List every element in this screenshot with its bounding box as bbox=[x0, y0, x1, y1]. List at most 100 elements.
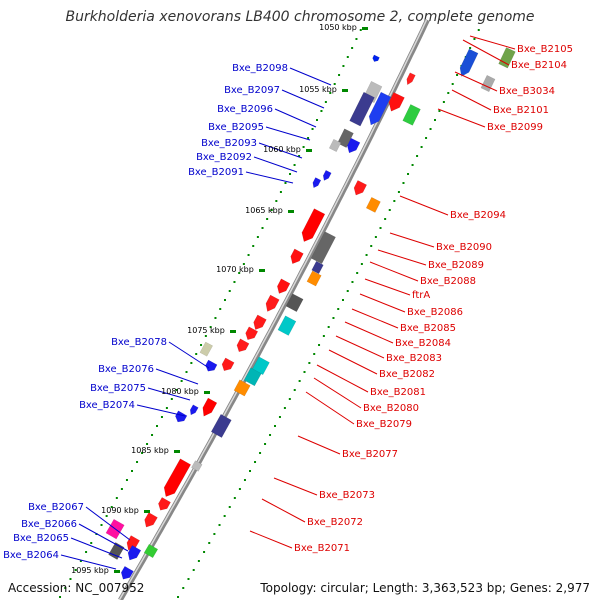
gene-feature[interactable] bbox=[277, 278, 291, 294]
forward-gene-label[interactable]: Bxe_B3034 bbox=[499, 86, 555, 97]
gene-feature[interactable] bbox=[406, 72, 416, 86]
forward-gene-label[interactable]: Bxe_B2077 bbox=[342, 449, 398, 460]
track-dot bbox=[322, 335, 325, 337]
gene-feature[interactable] bbox=[402, 104, 421, 126]
gene-feature[interactable] bbox=[191, 460, 203, 472]
track-dot bbox=[208, 542, 211, 544]
forward-gene-label[interactable]: Bxe_B2094 bbox=[450, 210, 506, 221]
reverse-gene-label[interactable]: Bxe_B2095 bbox=[208, 122, 264, 133]
reverse-gene-label[interactable]: Bxe_B2096 bbox=[217, 104, 273, 115]
forward-gene-label[interactable]: Bxe_B2080 bbox=[363, 403, 419, 414]
forward-gene-label[interactable]: Bxe_B2071 bbox=[294, 543, 350, 554]
gene-feature[interactable] bbox=[143, 543, 159, 559]
gene-feature[interactable] bbox=[265, 294, 280, 312]
reverse-gene-label[interactable]: Bxe_B2074 bbox=[79, 400, 135, 411]
forward-gene-label[interactable]: Bxe_B2104 bbox=[511, 60, 567, 71]
gene-feature[interactable] bbox=[120, 565, 134, 580]
forward-gene-label[interactable]: Bxe_B2079 bbox=[356, 419, 412, 430]
track-dot bbox=[473, 38, 476, 40]
gene-feature[interactable] bbox=[189, 404, 199, 416]
gene-feature[interactable] bbox=[199, 341, 214, 357]
track-dot bbox=[442, 101, 445, 103]
forward-gene-label[interactable]: Bxe_B2099 bbox=[487, 122, 543, 133]
gene-feature[interactable] bbox=[245, 326, 259, 341]
forward-gene-label[interactable]: Bxe_B2088 bbox=[420, 276, 476, 287]
gene-feature[interactable] bbox=[337, 128, 354, 148]
gene-feature[interactable] bbox=[322, 169, 332, 181]
track-dot bbox=[69, 578, 72, 580]
gene-feature[interactable] bbox=[210, 413, 232, 438]
gene-feature[interactable] bbox=[277, 315, 297, 336]
gene-feature[interactable] bbox=[353, 180, 368, 196]
gene-feature[interactable] bbox=[480, 74, 496, 93]
reverse-gene-label[interactable]: Bxe_B2097 bbox=[224, 85, 280, 96]
gene-feature[interactable] bbox=[365, 196, 381, 213]
forward-gene-label[interactable]: Bxe_B2083 bbox=[386, 353, 442, 364]
track-dot bbox=[351, 47, 354, 49]
gene-feature[interactable] bbox=[311, 260, 324, 275]
forward-leader-line bbox=[328, 349, 378, 375]
track-dot bbox=[451, 83, 454, 85]
forward-gene-label[interactable]: Bxe_B2081 bbox=[370, 387, 426, 398]
gene-feature[interactable] bbox=[498, 47, 516, 69]
scale-tick bbox=[306, 149, 312, 152]
gene-feature[interactable] bbox=[368, 91, 392, 126]
forward-gene-label[interactable]: Bxe_B2089 bbox=[428, 260, 484, 271]
gene-feature[interactable] bbox=[290, 248, 304, 265]
gene-feature[interactable] bbox=[253, 314, 267, 330]
track-dot bbox=[315, 119, 318, 121]
forward-gene-label[interactable]: Bxe_B2105 bbox=[517, 44, 573, 55]
reverse-gene-label[interactable]: Bxe_B2065 bbox=[13, 533, 69, 544]
gene-feature[interactable] bbox=[388, 92, 405, 112]
gene-feature[interactable] bbox=[202, 397, 218, 417]
forward-leader-line bbox=[399, 195, 449, 216]
gene-feature[interactable] bbox=[328, 138, 342, 153]
gene-feature[interactable] bbox=[285, 293, 304, 313]
forward-gene-label[interactable]: Bxe_B2072 bbox=[307, 517, 363, 528]
forward-gene-label[interactable]: Bxe_B2082 bbox=[379, 369, 435, 380]
gene-feature[interactable] bbox=[175, 410, 188, 423]
track-dot bbox=[342, 65, 345, 67]
reverse-gene-label[interactable]: Bxe_B2076 bbox=[98, 364, 154, 375]
forward-gene-label[interactable]: Bxe_B2101 bbox=[493, 105, 549, 116]
forward-gene-label[interactable]: ftrA bbox=[412, 290, 430, 301]
gene-feature[interactable] bbox=[127, 545, 142, 561]
forward-gene-label[interactable]: Bxe_B2085 bbox=[400, 323, 456, 334]
track-dot bbox=[318, 344, 321, 346]
gene-feature[interactable] bbox=[236, 338, 250, 353]
gene-feature[interactable] bbox=[158, 497, 171, 511]
forward-gene-label[interactable]: Bxe_B2073 bbox=[319, 490, 375, 501]
reverse-leader-line bbox=[78, 523, 129, 552]
reverse-gene-label[interactable]: Bxe_B2092 bbox=[196, 152, 252, 163]
track-dot bbox=[346, 56, 349, 58]
gene-feature[interactable] bbox=[251, 356, 270, 376]
reverse-gene-label[interactable]: Bxe_B2066 bbox=[21, 519, 77, 530]
forward-gene-label[interactable]: Bxe_B2090 bbox=[436, 242, 492, 253]
gene-feature[interactable] bbox=[243, 367, 262, 387]
gene-feature[interactable] bbox=[221, 357, 235, 372]
gene-feature[interactable] bbox=[205, 359, 218, 372]
gene-feature[interactable] bbox=[306, 270, 322, 287]
gene-feature[interactable] bbox=[163, 458, 192, 497]
reverse-gene-label[interactable]: Bxe_B2091 bbox=[188, 167, 244, 178]
gene-feature[interactable] bbox=[144, 512, 158, 528]
gene-feature[interactable] bbox=[312, 177, 322, 189]
track-dot bbox=[218, 524, 221, 526]
reverse-gene-label[interactable]: Bxe_B2098 bbox=[232, 63, 288, 74]
gene-labels[interactable]: Bxe_B2105 Bxe_B2104 Bxe_B3034 Bxe_B2101 Bxe_… bbox=[3, 44, 573, 561]
gene-feature[interactable] bbox=[310, 231, 336, 265]
reverse-gene-label[interactable]: Bxe_B2078 bbox=[111, 337, 167, 348]
gene-feature[interactable] bbox=[372, 54, 380, 62]
gene-feature[interactable] bbox=[459, 48, 479, 77]
reverse-gene-label[interactable]: Bxe_B2075 bbox=[90, 383, 146, 394]
forward-gene-label[interactable]: Bxe_B2084 bbox=[395, 338, 451, 349]
gene-feature[interactable] bbox=[349, 91, 375, 127]
reverse-gene-label[interactable]: Bxe_B2067 bbox=[28, 502, 84, 513]
reverse-gene-label[interactable]: Bxe_B2093 bbox=[201, 138, 257, 149]
gene-feature[interactable] bbox=[233, 379, 251, 397]
forward-gene-label[interactable]: Bxe_B2086 bbox=[407, 307, 463, 318]
gene-feature[interactable] bbox=[301, 208, 326, 242]
gene-feature[interactable] bbox=[347, 137, 361, 154]
reverse-gene-label[interactable]: Bxe_B2064 bbox=[3, 550, 59, 561]
